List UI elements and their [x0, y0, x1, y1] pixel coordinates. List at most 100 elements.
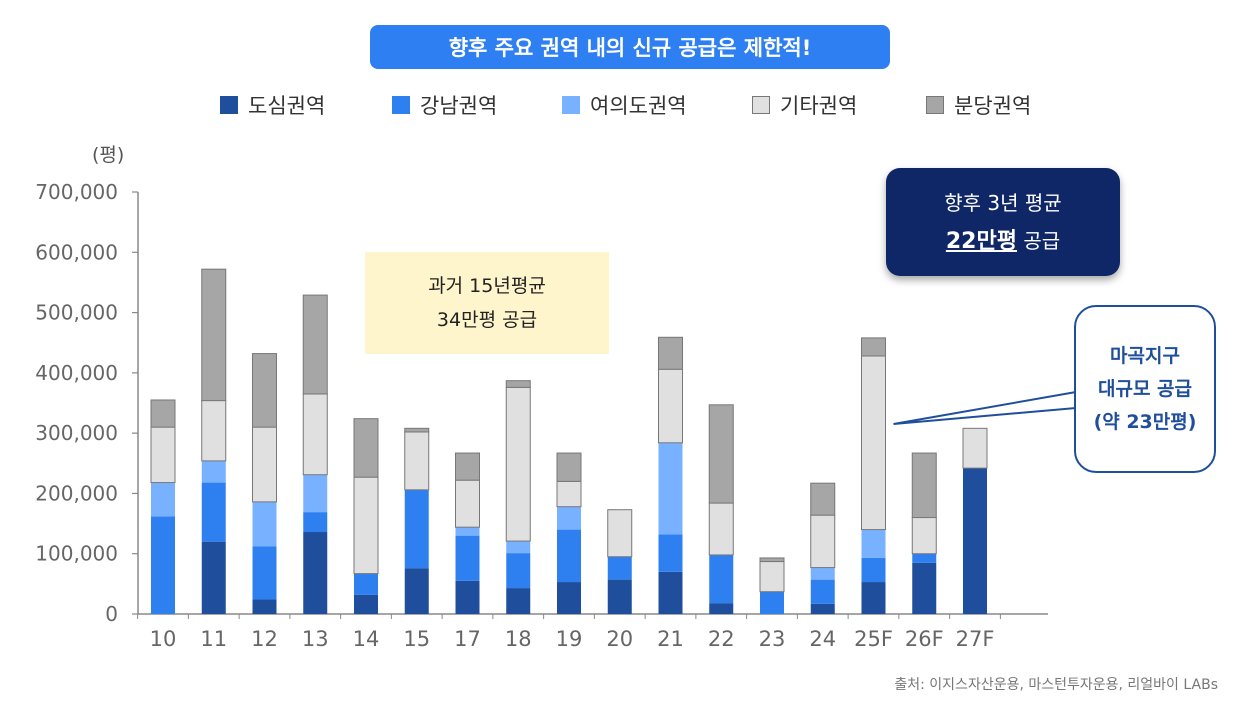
bar-segment — [709, 603, 734, 614]
legend-label: 여의도권역 — [590, 94, 687, 118]
legend-item-gangnam: 강남권역 — [392, 90, 497, 120]
bar-segment — [658, 534, 683, 572]
bar-segment — [252, 426, 277, 503]
bar-segment — [151, 482, 175, 517]
bar-segment — [150, 399, 176, 428]
future-average-line1: 향후 3년 평균 — [944, 190, 1062, 215]
legend-swatch — [220, 96, 238, 114]
bar-segment — [455, 452, 480, 481]
chart-title-banner: 향후 주요 권역 내의 신규 공급은 제한적! — [370, 25, 890, 69]
magok-callout: 마곡지구 대규모 공급 (약 23만평) — [1074, 305, 1216, 473]
bar-segment — [810, 603, 835, 614]
y-tick-label: 200,000 — [35, 481, 118, 505]
bar-segment — [708, 502, 734, 556]
bar-segment — [607, 556, 632, 580]
bar-segment — [658, 368, 683, 444]
x-tick-label: 15 — [403, 627, 430, 651]
callout-line2: 대규모 공급 — [1097, 377, 1192, 400]
y-tick-label: 600,000 — [35, 240, 118, 264]
bar-segment — [911, 452, 937, 519]
callout-line1: 마곡지구 — [1110, 344, 1180, 367]
x-tick-label: 24 — [809, 627, 836, 651]
x-tick-label: 23 — [759, 627, 786, 651]
bar-segment — [505, 380, 531, 388]
bar-segment — [810, 567, 835, 580]
bar-segment — [912, 553, 937, 563]
legend-swatch — [752, 96, 770, 114]
bar-segment — [607, 579, 632, 614]
bar-segment — [911, 517, 937, 555]
x-tick-label: 17 — [454, 627, 481, 651]
bar-segment — [404, 427, 430, 433]
y-tick-label: 0 — [105, 602, 118, 626]
bar-segment — [759, 557, 785, 563]
legend-swatch — [926, 96, 944, 114]
bar-segment — [252, 501, 277, 547]
legend-swatch — [392, 96, 410, 114]
bar-segment — [455, 535, 480, 581]
bar-segment — [658, 442, 683, 535]
bar-segment — [557, 582, 581, 614]
x-tick-label: 25F — [854, 627, 893, 651]
y-tick-label: 500,000 — [35, 301, 118, 325]
x-tick-label: 21 — [657, 627, 684, 651]
bar-segment — [557, 529, 581, 583]
bar-segment — [302, 393, 328, 476]
bar-segment — [861, 529, 886, 558]
bar-segment — [810, 482, 836, 516]
legend-label: 도심권역 — [248, 94, 326, 118]
future-average-line2: 22만평 공급 — [946, 222, 1060, 261]
bar-segment — [404, 489, 429, 569]
bar-segment — [151, 516, 175, 614]
legend-item-other: 기타권역 — [752, 90, 857, 120]
future-average-suffix: 공급 — [1023, 228, 1061, 253]
past-average-note: 과거 15년평균 34만평 공급 — [365, 252, 609, 354]
bar-segment — [506, 541, 531, 554]
y-tick-label: 300,000 — [35, 421, 118, 445]
x-tick-label: 18 — [505, 627, 532, 651]
x-tick-label: 11 — [200, 627, 227, 651]
bar-segment — [455, 580, 480, 614]
bar-segment — [252, 546, 277, 600]
bar-segment — [404, 431, 430, 491]
bar-segment — [404, 568, 429, 614]
bar-segment — [861, 557, 886, 583]
bar-segment — [252, 353, 277, 428]
bar-segment — [810, 579, 835, 604]
bar-segment — [760, 591, 784, 614]
bar-segment — [354, 594, 378, 614]
callout-pointer — [893, 391, 1077, 425]
y-tick-label: 700,000 — [35, 180, 118, 204]
bar-segment — [962, 427, 988, 469]
bar-segment — [556, 452, 582, 482]
bar-segment — [810, 514, 836, 569]
x-tick-label: 14 — [353, 627, 380, 651]
future-average-value: 22만평 — [945, 228, 1017, 254]
legend-label: 강남권역 — [420, 94, 498, 118]
legend-swatch — [562, 96, 580, 114]
legend-item-bundang: 분당권역 — [926, 90, 1031, 120]
bar-segment — [354, 573, 378, 595]
legend: 도심권역 강남권역 여의도권역 기타권역 분당권역 — [0, 90, 1260, 120]
bar-segment — [506, 553, 531, 589]
bar-segment — [861, 337, 886, 357]
x-tick-label: 22 — [708, 627, 735, 651]
bar-segment — [353, 418, 379, 478]
bar-segment — [861, 355, 886, 531]
bar-segment — [201, 400, 227, 462]
y-tick-label: 400,000 — [35, 361, 118, 385]
legend-label: 기타권역 — [780, 94, 858, 118]
x-tick-label: 13 — [302, 627, 329, 651]
bar-segment — [150, 426, 176, 484]
bar-segment — [759, 561, 785, 593]
x-tick-label: 20 — [606, 627, 633, 651]
past-average-line2: 34만평 공급 — [436, 309, 538, 331]
bar-segment — [201, 268, 227, 402]
legend-item-downtown: 도심권역 — [220, 90, 325, 120]
legend-item-yeouido: 여의도권역 — [562, 90, 687, 120]
bar-segment — [302, 294, 328, 395]
bar-segment — [252, 599, 277, 614]
bar-segment — [963, 468, 987, 614]
bar-segment — [303, 474, 328, 513]
